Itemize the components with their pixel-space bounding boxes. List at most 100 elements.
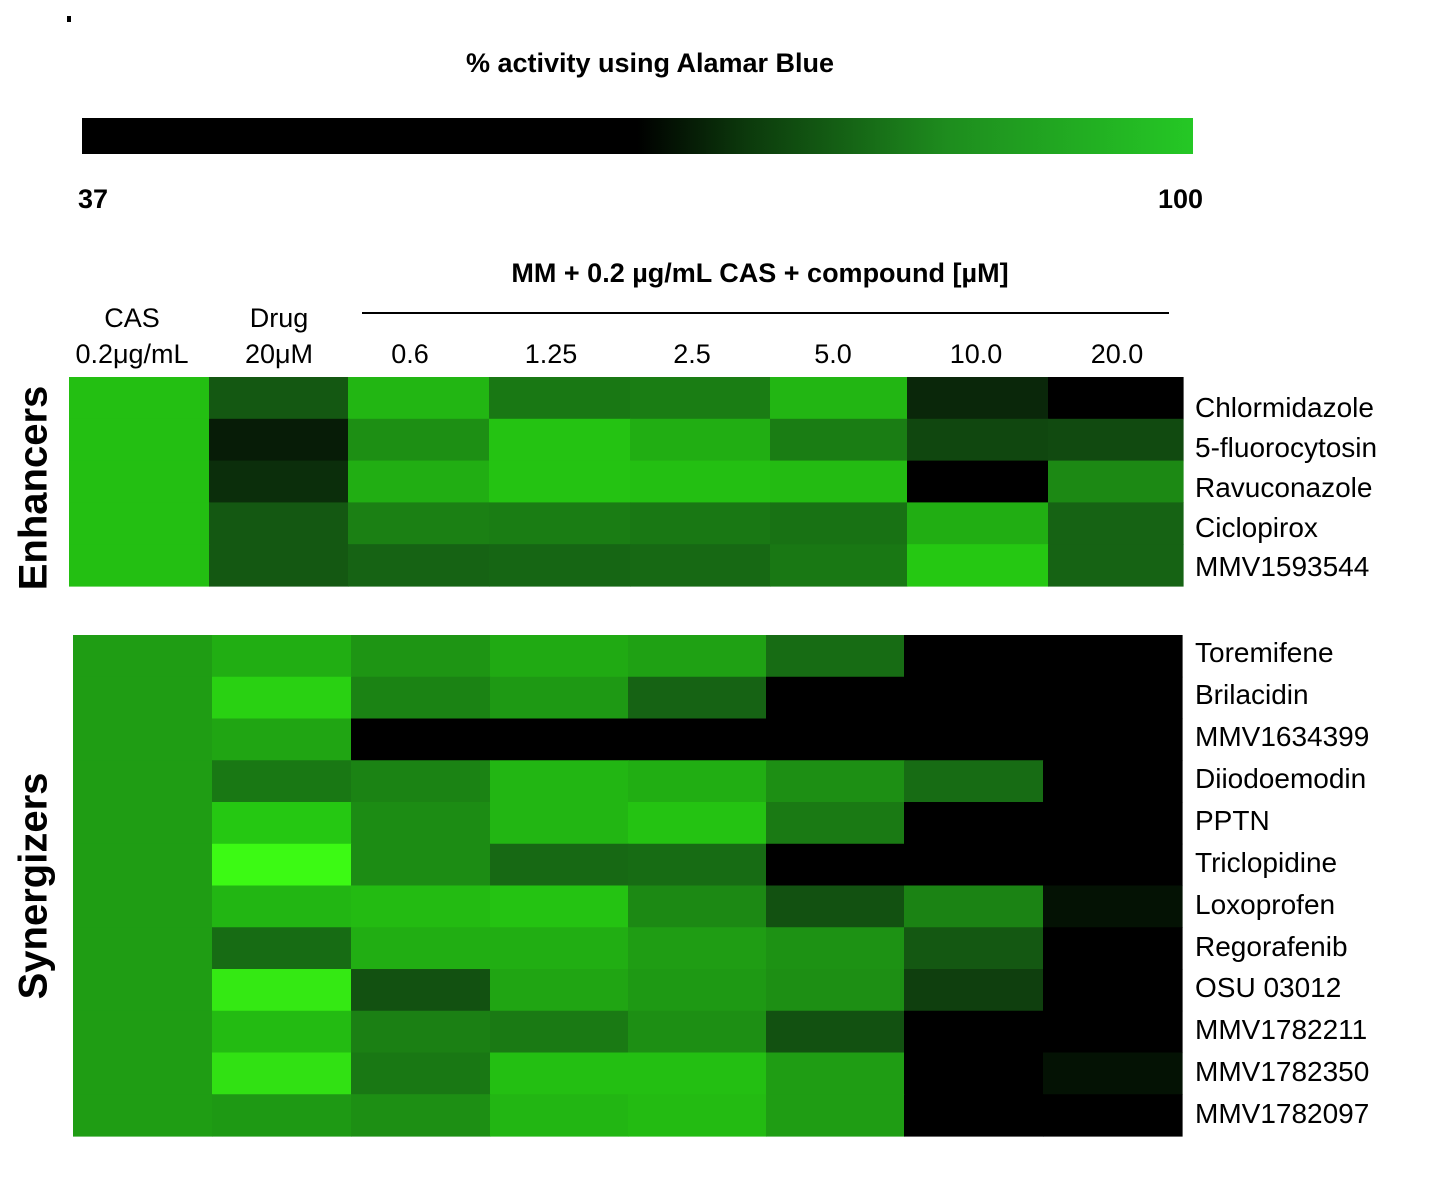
colorbar-title: % activity using Alamar Blue <box>465 48 835 78</box>
heatmap-cell <box>770 544 908 587</box>
heatmap-cell <box>766 927 905 970</box>
heatmap-cell <box>69 544 210 587</box>
heatmap-cell <box>628 802 767 845</box>
row-label-synergizer: Regorafenib <box>1195 931 1348 962</box>
heatmap-cell <box>209 377 349 420</box>
heatmap-cell <box>770 377 908 420</box>
heatmap-cell <box>1043 676 1183 720</box>
heatmap-cell <box>351 927 491 970</box>
row-label-synergizer: PPTN <box>1195 805 1270 836</box>
heatmap-cell <box>766 969 905 1012</box>
heatmap-cell <box>904 802 1044 845</box>
heatmap-cell <box>904 1052 1044 1095</box>
heatmap-cell <box>628 760 767 803</box>
heatmap-cell <box>489 544 631 587</box>
heatmap-cell <box>489 502 631 545</box>
heatmap-cell <box>628 676 767 720</box>
heatmap-cell <box>904 885 1044 928</box>
heatmap-cell <box>1043 718 1183 761</box>
heatmap-cell <box>351 718 491 761</box>
heatmap-cell <box>904 1094 1044 1137</box>
heatmap-cell <box>212 885 352 928</box>
heatmap-cell <box>348 544 490 587</box>
heatmap-cell <box>628 1010 767 1054</box>
heatmap-cell <box>212 843 352 887</box>
heatmap-cell <box>351 885 491 928</box>
heatmap-cell <box>490 676 629 720</box>
heatmap-cell <box>630 544 771 587</box>
heatmap-cell <box>904 969 1044 1012</box>
column-label-conc-1-25: 1.25 <box>524 339 578 369</box>
heatmap-cell <box>351 969 491 1012</box>
heatmap-cell <box>907 544 1049 587</box>
heatmap-cell <box>348 502 490 545</box>
column-label-conc-5-0: 5.0 <box>814 339 852 369</box>
heatmap-cell <box>628 635 767 678</box>
column-label-cas: CAS 0.2μg/mL <box>75 303 189 369</box>
heatmap-cell <box>69 502 210 545</box>
heatmap-cell <box>73 676 213 720</box>
heatmap-cell <box>770 460 908 503</box>
heatmap-cell <box>212 1010 352 1054</box>
heatmap-cell <box>348 418 490 462</box>
heatmap-cell <box>73 635 213 678</box>
heatmap-cell <box>69 460 210 503</box>
heatmap-cell <box>630 418 771 462</box>
heatmap-cell <box>628 885 767 928</box>
heatmap-cell <box>73 1010 213 1054</box>
heatmap-cell <box>628 843 767 887</box>
colorbar-min-label: 37 <box>78 184 109 214</box>
heatmap-cell <box>209 544 349 587</box>
heatmap-cell <box>73 927 213 970</box>
heatmap-cell <box>69 418 210 462</box>
heatmap-cell <box>351 1010 491 1054</box>
heatmap-cell <box>212 969 352 1012</box>
heatmap-cell <box>490 635 629 678</box>
heatmap-cell <box>904 676 1044 720</box>
column-label-drug: Drug 20μM <box>244 303 314 369</box>
heatmap-cell <box>628 927 767 970</box>
heatmap-cell <box>489 418 631 462</box>
heatmap-cell <box>73 760 213 803</box>
heatmap-cell <box>630 377 771 420</box>
column-label-conc-0-6: 0.6 <box>391 339 429 369</box>
heatmap-cell <box>1048 377 1184 420</box>
heatmap-cell <box>1043 1052 1183 1095</box>
heatmap-cell <box>766 843 905 887</box>
heatmap-cell <box>766 718 905 761</box>
heatmap-cell <box>1043 969 1183 1012</box>
colorbar-max-label: 100 <box>1158 184 1204 214</box>
heatmap-cell <box>490 802 629 845</box>
heatmap-cell <box>1048 418 1184 462</box>
heatmap-cell <box>1043 802 1183 845</box>
heatmap-cell <box>766 760 905 803</box>
heatmap-cell <box>770 502 908 545</box>
heatmap-cell <box>1043 843 1183 887</box>
heatmap-cell <box>73 843 213 887</box>
heatmap-cell <box>489 377 631 420</box>
heatmap-cell <box>348 460 490 503</box>
row-label-synergizer: MMV1634399 <box>1195 721 1370 752</box>
heatmap-cell <box>628 1094 767 1137</box>
heatmap-cell <box>490 927 629 970</box>
heatmap-cell <box>766 676 905 720</box>
heatmap-cell <box>904 760 1044 803</box>
row-label-synergizer: Brilacidin <box>1195 679 1309 710</box>
row-label-enhancer: 5-fluorocytosin <box>1195 432 1378 463</box>
heatmap-cell <box>212 1094 352 1137</box>
heatmap-cell <box>212 676 352 720</box>
heatmap-cell <box>1043 1094 1183 1137</box>
heatmap-cell <box>490 760 629 803</box>
column-label-conc-2-5: 2.5 <box>673 339 711 369</box>
column-label-conc-20-0: 20.0 <box>1090 339 1144 369</box>
heatmap-cell <box>73 1052 213 1095</box>
heatmap-cell <box>1043 635 1183 678</box>
heatmap-cell <box>628 718 767 761</box>
heatmap-cell <box>766 1010 905 1054</box>
heatmap-cell <box>209 460 349 503</box>
heatmap-cell <box>490 885 629 928</box>
row-label-synergizer: MMV1782097 <box>1195 1098 1370 1129</box>
heatmap-cell <box>904 927 1044 970</box>
column-group-line <box>362 312 1169 314</box>
heatmap-cell <box>630 460 771 503</box>
